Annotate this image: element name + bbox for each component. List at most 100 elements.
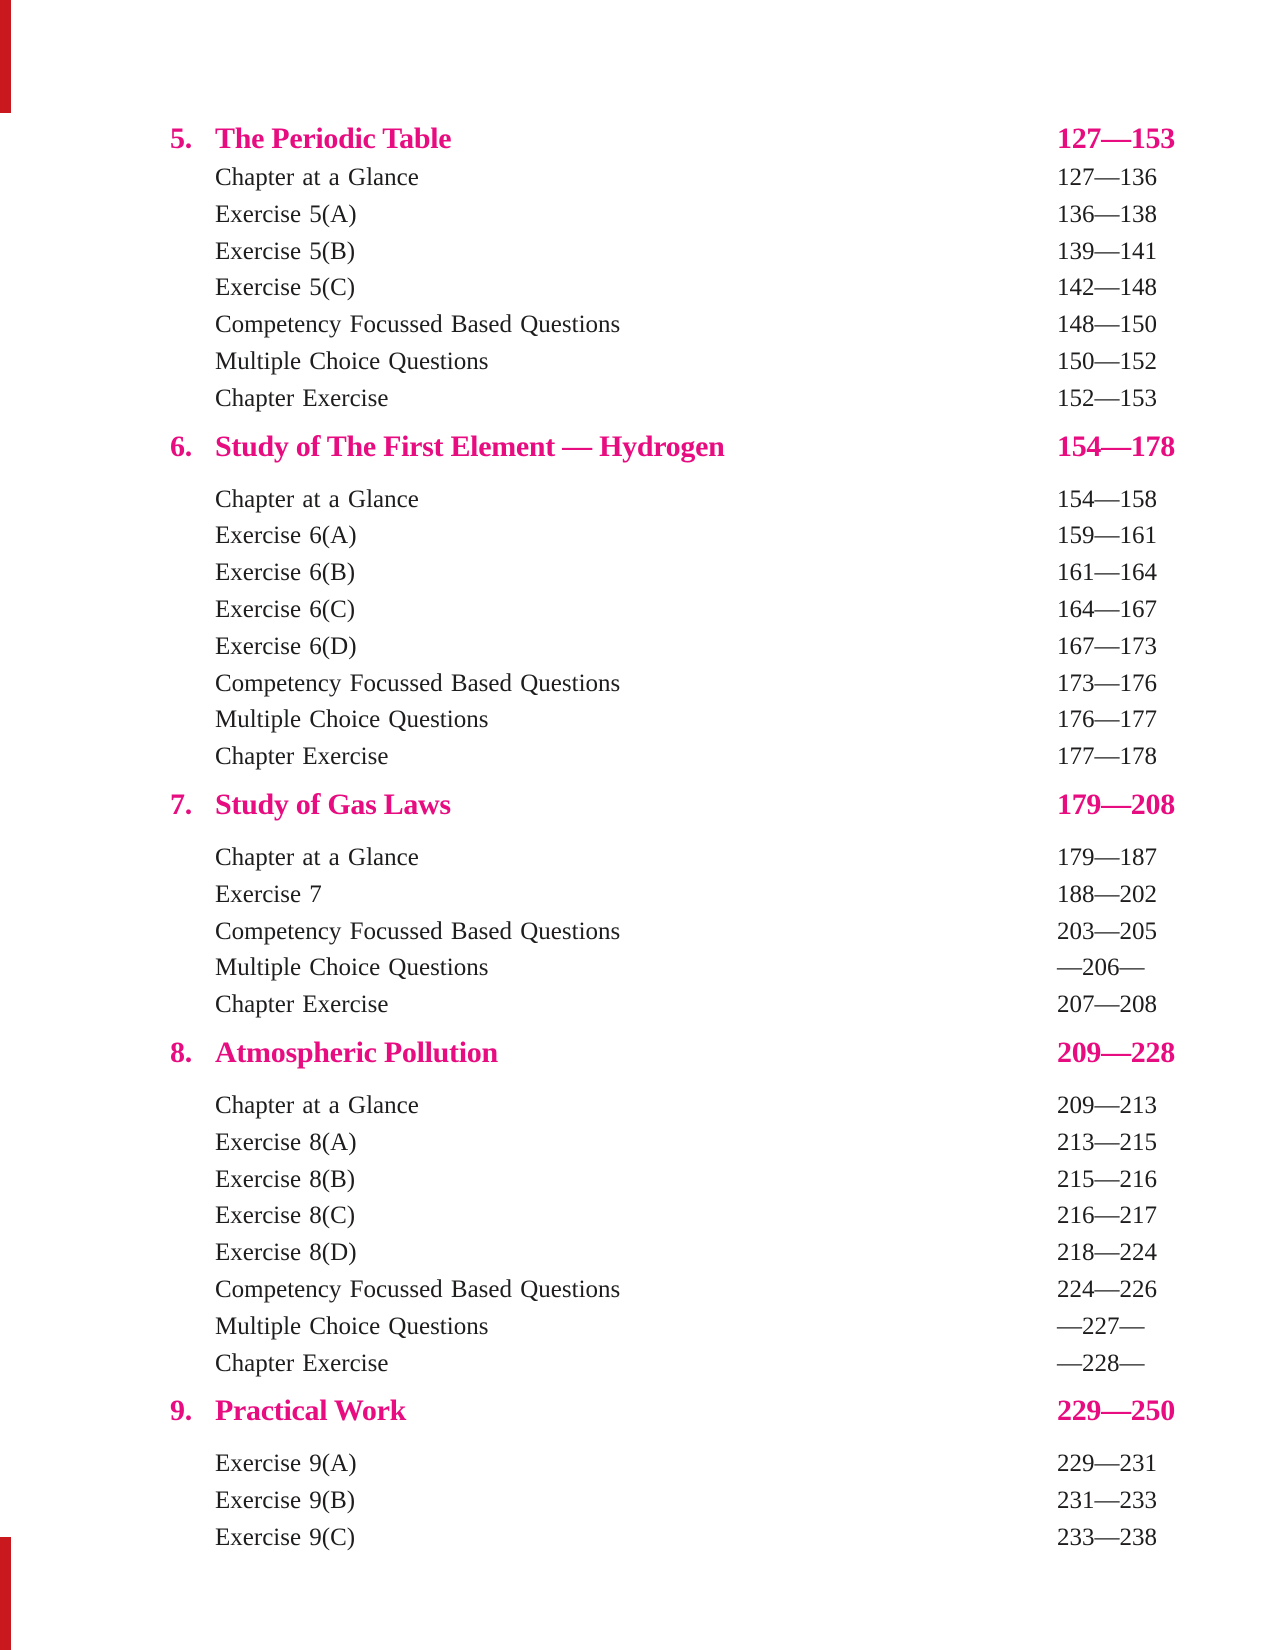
table-of-contents: 5. The Periodic Table 127—153 Chapter at… (170, 118, 1175, 1556)
toc-entry-row: Multiple Choice Questions 150—152 (170, 344, 1175, 381)
toc-entry-page-range: 167—173 (1057, 632, 1157, 660)
toc-entry-row: Exercise 6(D) 167—173 (170, 629, 1175, 666)
toc-entry-label: Chapter Exercise (215, 384, 389, 412)
chapter-page-range: 154—178 (1057, 429, 1175, 463)
toc-entry-label: Exercise 6(B) (215, 559, 356, 587)
toc-entry-label: Chapter Exercise (215, 743, 389, 771)
toc-section: 5. The Periodic Table 127—153 Chapter at… (170, 118, 1175, 418)
toc-entry-row: Exercise 8(C) 216—217 (170, 1198, 1175, 1235)
toc-entry-page-range: 224—226 (1057, 1275, 1157, 1303)
chapter-number: 7. (170, 787, 192, 821)
chapter-heading-row: 7. Study of Gas Laws 179—208 (170, 784, 1175, 826)
toc-entry-label: Multiple Choice Questions (215, 954, 489, 982)
toc-entry-label: Exercise 7 (215, 880, 322, 908)
toc-entry-row: Exercise 8(B) 215—216 (170, 1162, 1175, 1199)
chapter-heading-row: 5. The Periodic Table 127—153 (170, 118, 1175, 160)
toc-section: 9. Practical Work 229—250 Exercise 9(A) … (170, 1390, 1175, 1556)
toc-entry-page-range: 233—238 (1057, 1523, 1157, 1551)
toc-entry-row: Exercise 9(B) 231—233 (170, 1483, 1175, 1520)
toc-entry-page-range: —228— (1057, 1349, 1145, 1377)
toc-entry-page-range: 229—231 (1057, 1450, 1157, 1478)
toc-entry-page-range: 152—153 (1057, 384, 1157, 412)
chapter-heading-row: 6. Study of The First Element — Hydrogen… (170, 426, 1175, 468)
chapter-page-range: 127—153 (1057, 122, 1175, 155)
toc-entry-page-range: 150—152 (1057, 347, 1157, 375)
toc-entry-row: Exercise 8(A) 213—215 (170, 1125, 1175, 1162)
chapter-page-range: 229—250 (1057, 1394, 1175, 1428)
chapter-number: 5. (170, 122, 192, 155)
toc-entry-page-range: 127—136 (1057, 164, 1157, 191)
toc-entry-row: Chapter Exercise 177—178 (170, 739, 1175, 776)
toc-entry-row: Exercise 6(A) 159—161 (170, 518, 1175, 555)
chapter-heading-row: 8. Atmospheric Pollution 209—228 (170, 1032, 1175, 1074)
chapter-title: Atmospheric Pollution (215, 1035, 498, 1069)
toc-entry-label: Multiple Choice Questions (215, 1312, 489, 1340)
toc-entry-page-range: 139—141 (1057, 237, 1157, 265)
toc-entry-row: Competency Focussed Based Questions 173—… (170, 666, 1175, 703)
toc-entry-row: Multiple Choice Questions —206— (170, 950, 1175, 987)
chapter-title: The Periodic Table (215, 122, 452, 155)
toc-entry-page-range: 142—148 (1057, 274, 1157, 302)
toc-entry-page-range: 161—164 (1057, 559, 1157, 587)
toc-entry-label: Competency Focussed Based Questions (215, 311, 621, 339)
toc-entry-row: Chapter Exercise —228— (170, 1346, 1175, 1383)
page-edge-red-bar-bottom (0, 1537, 11, 1650)
chapter-entries: Chapter at a Glance 154—158 Exercise 6(A… (170, 482, 1175, 776)
toc-entry-label: Exercise 8(D) (215, 1239, 357, 1267)
chapter-heading-row: 9. Practical Work 229—250 (170, 1390, 1175, 1432)
chapter-entries: Exercise 9(A) 229—231 Exercise 9(B) 231—… (170, 1446, 1175, 1556)
toc-entry-row: Multiple Choice Questions —227— (170, 1309, 1175, 1346)
chapter-entries: Chapter at a Glance 179—187 Exercise 7 1… (170, 840, 1175, 1024)
toc-entry-page-range: 203—205 (1057, 917, 1157, 945)
toc-entry-label: Competency Focussed Based Questions (215, 669, 621, 697)
toc-entry-row: Chapter Exercise 207—208 (170, 987, 1175, 1024)
toc-entry-page-range: 177—178 (1057, 743, 1157, 771)
toc-entry-label: Exercise 8(B) (215, 1165, 356, 1193)
toc-entry-row: Exercise 7 188—202 (170, 877, 1175, 914)
toc-entry-page-range: 218—224 (1057, 1239, 1157, 1267)
toc-entry-label: Multiple Choice Questions (215, 706, 489, 734)
chapter-entries: Chapter at a Glance 209—213 Exercise 8(A… (170, 1088, 1175, 1382)
chapter-title: Study of Gas Laws (215, 787, 451, 821)
toc-entry-page-range: 209—213 (1057, 1091, 1157, 1119)
toc-entry-label: Chapter Exercise (215, 991, 389, 1019)
toc-entry-page-range: 176—177 (1057, 706, 1157, 734)
toc-entry-page-range: 207—208 (1057, 991, 1157, 1019)
page-edge-red-bar-top (0, 0, 11, 113)
chapter-title: Study of The First Element — Hydrogen (215, 429, 725, 463)
toc-entry-row: Exercise 5(A) 136—138 (170, 197, 1175, 234)
toc-entry-row: Chapter at a Glance 154—158 (170, 482, 1175, 519)
toc-entry-row: Exercise 5(B) 139—141 (170, 234, 1175, 271)
toc-entry-page-range: 215—216 (1057, 1165, 1157, 1193)
toc-entry-page-range: 179—187 (1057, 843, 1157, 871)
toc-entry-row: Exercise 9(C) 233—238 (170, 1520, 1175, 1557)
toc-section: 8. Atmospheric Pollution 209—228 Chapter… (170, 1032, 1175, 1382)
toc-entry-row: Exercise 9(A) 229—231 (170, 1446, 1175, 1483)
chapter-page-range: 179—208 (1057, 787, 1175, 821)
toc-entry-row: Exercise 6(B) 161—164 (170, 555, 1175, 592)
toc-entry-row: Competency Focussed Based Questions 148—… (170, 307, 1175, 344)
toc-entry-row: Chapter at a Glance 127—136 (170, 160, 1175, 197)
toc-entry-label: Chapter at a Glance (215, 1091, 419, 1119)
toc-entry-label: Exercise 5(C) (215, 274, 356, 302)
toc-entry-page-range: 148—150 (1057, 311, 1157, 339)
toc-entry-row: Chapter Exercise 152—153 (170, 381, 1175, 418)
toc-entry-label: Multiple Choice Questions (215, 347, 489, 375)
chapter-title: Practical Work (215, 1394, 407, 1428)
toc-entry-label: Chapter at a Glance (215, 485, 419, 513)
toc-entry-page-range: 159—161 (1057, 522, 1157, 550)
chapter-number: 6. (170, 429, 192, 463)
toc-entry-row: Exercise 5(C) 142—148 (170, 270, 1175, 307)
toc-entry-page-range: 164—167 (1057, 595, 1157, 623)
toc-entry-page-range: 213—215 (1057, 1128, 1157, 1156)
chapter-entries: Chapter at a Glance 127—136 Exercise 5(A… (170, 160, 1175, 418)
toc-section: 7. Study of Gas Laws 179—208 Chapter at … (170, 784, 1175, 1024)
toc-entry-page-range: —206— (1057, 954, 1145, 982)
toc-entry-label: Competency Focussed Based Questions (215, 1275, 621, 1303)
toc-entry-label: Exercise 9(B) (215, 1487, 356, 1515)
toc-entry-label: Exercise 8(C) (215, 1202, 356, 1230)
toc-entry-page-range: 231—233 (1057, 1487, 1157, 1515)
toc-entry-label: Exercise 8(A) (215, 1128, 357, 1156)
toc-entry-label: Exercise 9(C) (215, 1523, 356, 1551)
toc-entry-page-range: —227— (1057, 1312, 1145, 1340)
